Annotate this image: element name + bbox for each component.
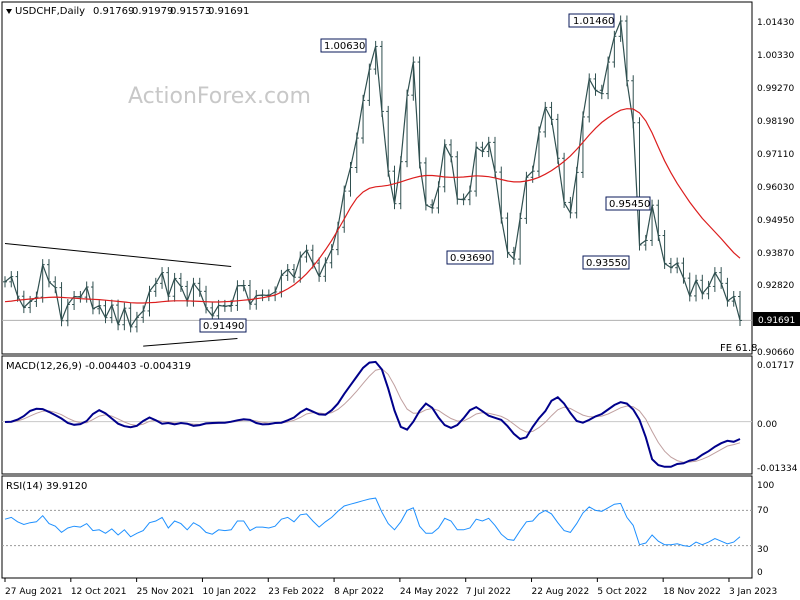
date-tick-label: 3 Jan 2023 [729, 587, 777, 597]
open-value: 0.91769 [93, 6, 134, 17]
price-tick-label: 0.96030 [757, 183, 794, 193]
price-tick-label: 0.99270 [757, 84, 794, 94]
price-annotation-1-00630: 1.00630 [320, 38, 367, 53]
date-tick-label: 24 May 2022 [400, 587, 459, 597]
date-tick-label: 22 Aug 2022 [532, 587, 590, 597]
date-axis-layer: 27 Aug 2021 12 Oct 2021 25 Nov 2021 10 Jan … [4, 578, 777, 597]
trendlines-layer [4, 243, 238, 347]
symbol-label: USDCHF,Daily [15, 6, 85, 17]
moving-average-layer [4, 108, 741, 304]
rsi-tick-label: 30 [757, 545, 769, 555]
date-tick-label: 23 Feb 2022 [268, 587, 324, 597]
trendline [143, 338, 238, 347]
annotation-label: 0.93550 [586, 258, 627, 269]
annotation-label: 0.93690 [450, 253, 491, 264]
rsi-indicator-label: RSI(14) 39.9120 [6, 481, 87, 492]
low-value: 0.91573 [170, 6, 211, 17]
last-price-label: 0.91691 [758, 316, 795, 326]
price-line [4, 20, 741, 329]
date-tick-label: 10 Jan 2022 [202, 587, 256, 597]
date-tick-label: 27 Aug 2021 [5, 587, 63, 597]
rsi-tick-label: 100 [757, 481, 774, 491]
price-tick-label: 0.92820 [757, 281, 794, 291]
annotation-label: 1.01460 [573, 16, 614, 27]
macd-tick-label: -0.01334 [757, 464, 798, 474]
close-value: 0.91691 [208, 6, 249, 17]
price-tick-label: 0.98190 [757, 117, 794, 127]
price-tick-label: 0.93870 [757, 249, 794, 259]
date-tick-label: 5 Oct 2022 [597, 587, 647, 597]
macd-tick-label: 0.00 [757, 420, 777, 430]
rsi-tick-label: 70 [757, 506, 769, 516]
moving-average-line [4, 108, 741, 304]
price-tick-label: 1.00330 [757, 51, 794, 61]
macd-pane-frame [1, 355, 753, 475]
high-value: 0.91979 [132, 6, 173, 17]
rsi-layer [2, 497, 752, 548]
rsi-pane-frame [1, 475, 753, 579]
trendline [4, 243, 232, 267]
annotation-label: 0.95450 [609, 199, 650, 210]
watermark: ActionForex.com [128, 84, 311, 109]
annotation-label: 1.00630 [324, 41, 365, 52]
price-pane-frame [1, 1, 753, 355]
price-annotation-1-01460: 1.01460 [568, 13, 615, 28]
date-tick-label: 8 Apr 2022 [334, 587, 384, 597]
price-tick-label: 0.94950 [757, 216, 794, 226]
date-tick-label: 7 Jul 2022 [466, 587, 511, 597]
price-tick-label: 1.01430 [757, 18, 794, 28]
symbol-header: USDCHF,Daily 0.91769 0.91979 0.91573 0.9… [6, 6, 249, 17]
macd-signal-line [4, 368, 741, 463]
price-annotation-0-91490: 0.91490 [199, 318, 247, 333]
price-tick-label: 0.90660 [757, 348, 794, 358]
fe-level-label: FE 61.8 [720, 343, 758, 354]
dropdown-triangle-icon [6, 9, 12, 14]
rsi-tick-label: 0 [757, 568, 763, 578]
macd-main-line [4, 360, 741, 468]
macd-layer [2, 360, 752, 468]
date-tick-label: 18 Nov 2022 [663, 587, 721, 597]
rsi-line [4, 497, 741, 548]
date-tick-label: 25 Nov 2021 [137, 587, 195, 597]
price-annotation-0-93550: 0.93550 [582, 255, 630, 270]
macd-indicator-label: MACD(12,26,9) -0.004403 -0.004319 [6, 361, 191, 372]
price-annotation-0-95450: 0.95450 [605, 196, 651, 211]
annotation-label: 0.91490 [203, 321, 244, 332]
price-annotation-0-93690: 0.93690 [446, 250, 494, 265]
last-price-box [753, 312, 800, 326]
macd-tick-label: 0.01717 [757, 361, 794, 371]
price-tick-label: 0.97110 [757, 150, 794, 160]
date-tick-label: 12 Oct 2021 [71, 587, 127, 597]
